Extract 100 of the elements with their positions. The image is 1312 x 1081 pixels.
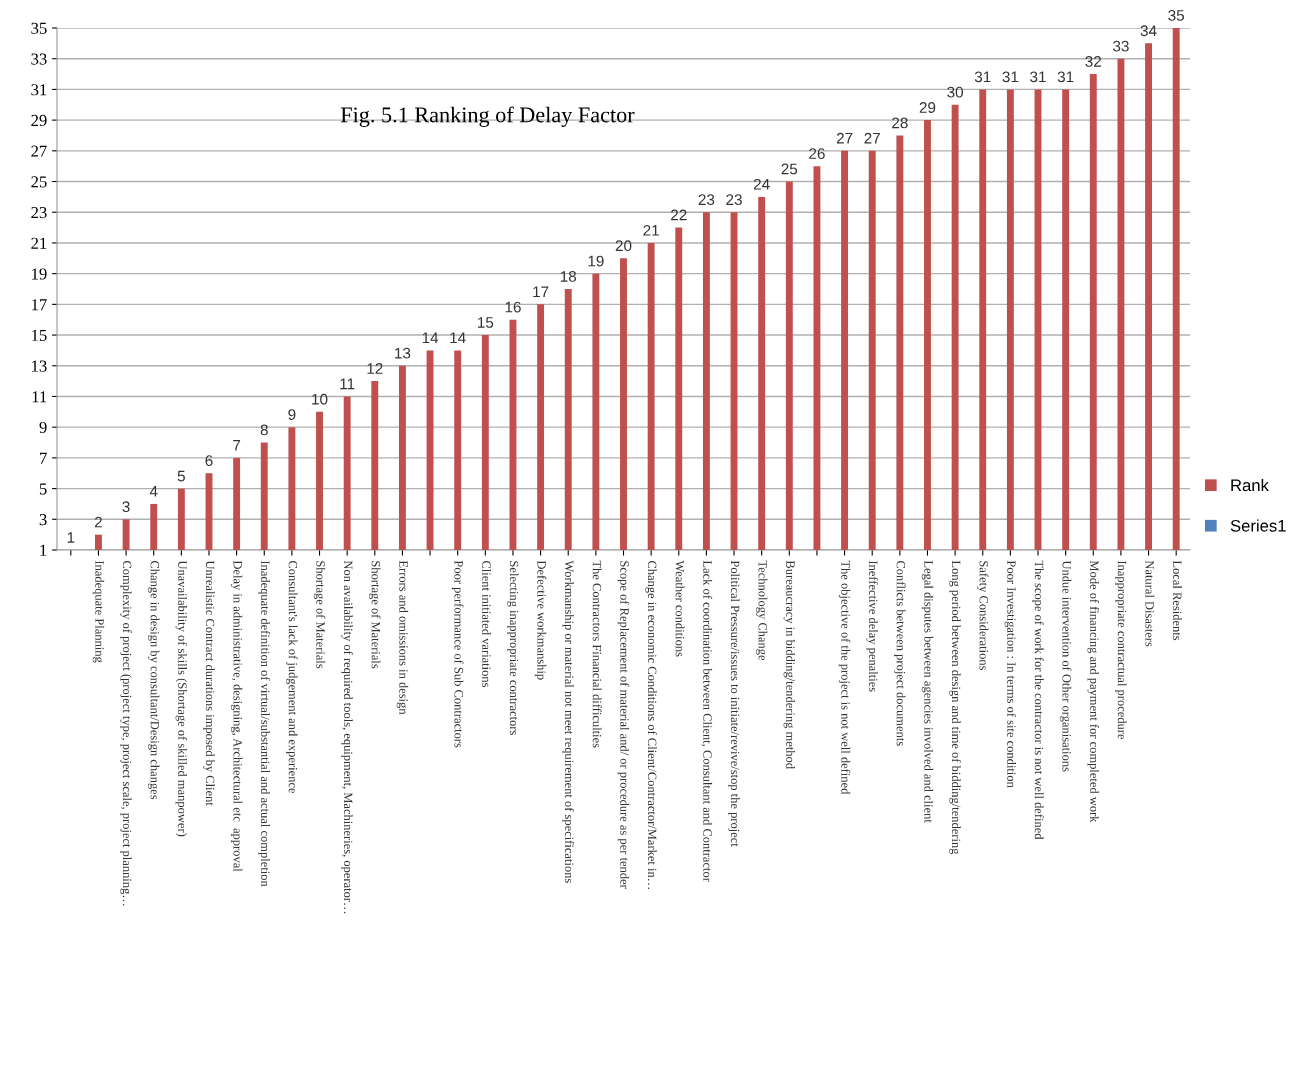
text: Fig. 5.1 Ranking of Delay Factor bbox=[340, 106, 635, 127]
x-tick-label: Conflicts between project documents bbox=[894, 560, 906, 746]
data-label: 15 bbox=[478, 317, 494, 328]
x-tick-label: Unrealistic Contract durations imposed by Client bbox=[203, 560, 215, 806]
y-tick-label: 17 bbox=[32, 299, 47, 311]
x-tick-label: Shortage of Materials bbox=[369, 561, 381, 669]
x-tick-label: Legal disputes between agencies involved and client bbox=[921, 560, 934, 823]
data-label: 28 bbox=[892, 117, 908, 129]
x-tick-label: Scope of Replacement of material and/ or procedure as per tender bbox=[617, 561, 630, 889]
data-label: 16 bbox=[505, 301, 521, 313]
data-label: 5 bbox=[177, 470, 185, 482]
x-tick-label: Undue intervention of Other organisations bbox=[1059, 560, 1072, 772]
x-tick-label: Consultant's lack of judgement and experience bbox=[286, 560, 298, 794]
data-label: 17 bbox=[533, 286, 549, 298]
x-tick-label: Bureaucracy in bidding/tendering method bbox=[783, 560, 795, 769]
data-label: 29 bbox=[919, 102, 936, 113]
x-tick-label: The scope of work for the contractor is not well defined bbox=[1032, 560, 1044, 840]
x-tick-label: Poor performance of Sub Contractors bbox=[451, 560, 464, 748]
data-label: 32 bbox=[1085, 56, 1102, 67]
y-tick-label: 7 bbox=[40, 452, 47, 464]
x-tick-label: The Contractors Financial difficulties bbox=[592, 560, 602, 748]
data-label: 9 bbox=[288, 409, 296, 420]
x-tick-label: Delay in administrative, designing, Architectural etc approval bbox=[230, 560, 243, 872]
data-label: 1 bbox=[67, 532, 75, 543]
y-tick-label: 23 bbox=[31, 206, 47, 219]
data-label: 24 bbox=[753, 178, 770, 190]
x-tick-label: Technology Change bbox=[755, 560, 768, 661]
x-tick-label: Inadequate Planning bbox=[92, 560, 105, 663]
data-label: 33 bbox=[1113, 40, 1129, 52]
data-label: 22 bbox=[671, 209, 687, 221]
data-label: 18 bbox=[560, 271, 577, 282]
data-label: 14 bbox=[422, 332, 439, 344]
x-tick-label: Natural Disasters bbox=[1145, 560, 1155, 647]
data-label: 4 bbox=[149, 486, 158, 497]
data-label: 13 bbox=[395, 347, 411, 359]
data-label: 27 bbox=[836, 132, 853, 144]
y-tick-label: 1 bbox=[40, 544, 47, 556]
x-tick-label: Workmanship or material not meet requirement of specifications bbox=[562, 560, 574, 883]
data-label: 31 bbox=[974, 71, 991, 83]
x-tick-label: Change in design by consultant/Design changes bbox=[148, 560, 160, 800]
y-tick-label: 13 bbox=[32, 360, 47, 372]
data-label: 19 bbox=[588, 255, 604, 267]
y-tick-label: 35 bbox=[31, 22, 47, 34]
x-tick-label: Poor Investigation : In terms of site condition bbox=[1004, 560, 1017, 788]
y-tick-label: 5 bbox=[39, 483, 47, 495]
data-label: 20 bbox=[615, 240, 632, 252]
y-tick-label: 31 bbox=[31, 84, 47, 96]
x-tick-label: Ineffective delay penalties bbox=[866, 560, 878, 692]
y-tick-label: 9 bbox=[39, 421, 47, 434]
data-label: 31 bbox=[1057, 71, 1074, 83]
data-label: 6 bbox=[205, 455, 213, 467]
data-label: 34 bbox=[1140, 25, 1157, 37]
data-label: 3 bbox=[122, 501, 130, 513]
y-tick-label: 33 bbox=[31, 53, 47, 65]
x-tick-label: Client initiated variations bbox=[482, 560, 491, 688]
data-label: 8 bbox=[260, 424, 268, 436]
data-label: 2 bbox=[94, 516, 102, 528]
x-tick-label: Unavailability of skills (Shortage of skilled manpower) bbox=[175, 560, 188, 837]
x-tick-label: Inadequate definition of virtual/substantial and actual completion bbox=[258, 560, 270, 887]
data-label: 26 bbox=[809, 148, 825, 159]
y-tick-label: 19 bbox=[32, 268, 47, 280]
x-tick-label: Non availability of required tools, equipment, Machineries, operator… bbox=[341, 560, 353, 914]
y-tick-label: 11 bbox=[32, 391, 47, 403]
data-label: 21 bbox=[643, 224, 659, 236]
data-label: 10 bbox=[312, 393, 328, 405]
data-label: 31 bbox=[1030, 71, 1046, 83]
data-label: 23 bbox=[698, 194, 715, 206]
y-tick-label: 3 bbox=[39, 514, 47, 526]
y-tick-label: 21 bbox=[31, 237, 47, 249]
data-label: 7 bbox=[233, 440, 241, 451]
data-label: 27 bbox=[864, 132, 880, 144]
legend-label: Series1 bbox=[1230, 519, 1286, 532]
data-label: 31 bbox=[1002, 71, 1019, 83]
x-tick-label: Shortage of Materials bbox=[313, 561, 326, 669]
x-tick-label: Selecting inappropriate contractors bbox=[507, 561, 519, 735]
y-tick-label: 29 bbox=[31, 114, 47, 127]
y-tick-label: 15 bbox=[32, 329, 47, 342]
data-label: 23 bbox=[726, 194, 742, 206]
x-tick-label: Inappropriate contractual procedure bbox=[1115, 560, 1127, 740]
legend-label: Rank bbox=[1231, 478, 1269, 492]
data-label: 12 bbox=[367, 363, 383, 374]
data-label: 35 bbox=[1168, 10, 1185, 21]
x-tick-label: Defective workmanship bbox=[534, 560, 547, 680]
y-tick-label: 25 bbox=[31, 176, 47, 188]
x-tick-label: Lack of coordination between Client, Consultant and Contractor bbox=[701, 560, 713, 882]
x-tick-label: Errors and omissions in design bbox=[396, 560, 409, 715]
data-label: 30 bbox=[947, 86, 964, 98]
x-tick-label: Mode of financing and payment for completed work bbox=[1087, 560, 1100, 823]
x-tick-label: The objective of the project is not well defined bbox=[838, 560, 851, 795]
data-label: 14 bbox=[450, 332, 466, 344]
x-tick-label: Weather conditions bbox=[675, 560, 685, 657]
x-tick-label: Long period between design and time of bidding/tendering bbox=[949, 560, 961, 855]
x-tick-label: Complexity of project (project type, project scale, project planning… bbox=[120, 560, 132, 906]
data-label: 25 bbox=[781, 163, 798, 175]
x-tick-label: Change in economic Conditions of Client/Contractor/Market in… bbox=[645, 560, 657, 889]
x-tick-label: Safety Considerations bbox=[976, 561, 989, 671]
y-tick-label: 27 bbox=[31, 145, 47, 157]
x-tick-label: Political Pressure/issues to initiate/revive/stop the project bbox=[728, 560, 740, 847]
x-tick-label: Local Residents bbox=[1173, 560, 1182, 641]
data-label: 11 bbox=[340, 378, 355, 390]
